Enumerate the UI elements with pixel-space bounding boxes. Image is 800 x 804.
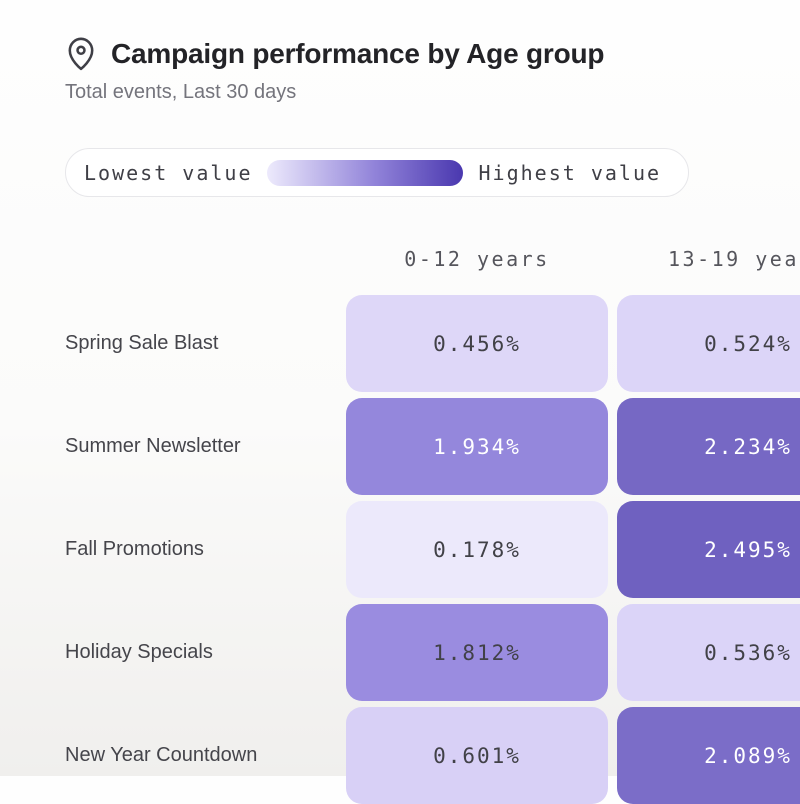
heatmap-grid: 0-12 years 13-19 years Spring Sale Blast 0.…	[0, 247, 800, 804]
page-title: Campaign performance by Age group	[111, 38, 605, 69]
page-subtitle: Total events, Last 30 days	[65, 81, 297, 103]
heatmap-cell[interactable]: 2.234%	[617, 398, 800, 495]
row-label: Fall Promotions	[65, 538, 204, 560]
heatmap-cell[interactable]: 2.089%	[617, 707, 800, 804]
legend-highest-label: Highest value	[478, 160, 662, 185]
heatmap-legend: Lowest value Highest value	[65, 148, 689, 197]
heatmap-cell[interactable]: 0.536%	[617, 604, 800, 701]
heatmap-cell[interactable]: 0.524%	[617, 295, 800, 392]
heatmap-cell[interactable]: 0.456%	[346, 295, 608, 392]
heatmap-cell[interactable]: 2.495%	[617, 501, 800, 598]
map-pin-icon	[65, 36, 97, 72]
column-header: 0-12 years	[404, 247, 550, 271]
heatmap-cell[interactable]: 1.934%	[346, 398, 608, 495]
column-header: 13-19 years	[668, 247, 800, 271]
row-label: Holiday Specials	[65, 641, 213, 663]
heatmap-corner-spacer	[0, 247, 337, 271]
row-label: New Year Countdown	[65, 744, 258, 766]
row-label: Summer Newsletter	[65, 435, 241, 457]
heatmap-cell[interactable]: 0.178%	[346, 501, 608, 598]
legend-lowest-label: Lowest value	[84, 160, 253, 185]
legend-gradient-bar	[266, 159, 463, 186]
row-label: Spring Sale Blast	[65, 332, 219, 354]
chart-header: Campaign performance by Age group Total …	[0, 0, 800, 104]
heatmap-cell[interactable]: 1.812%	[346, 604, 608, 701]
heatmap-cell[interactable]: 0.601%	[346, 707, 608, 804]
